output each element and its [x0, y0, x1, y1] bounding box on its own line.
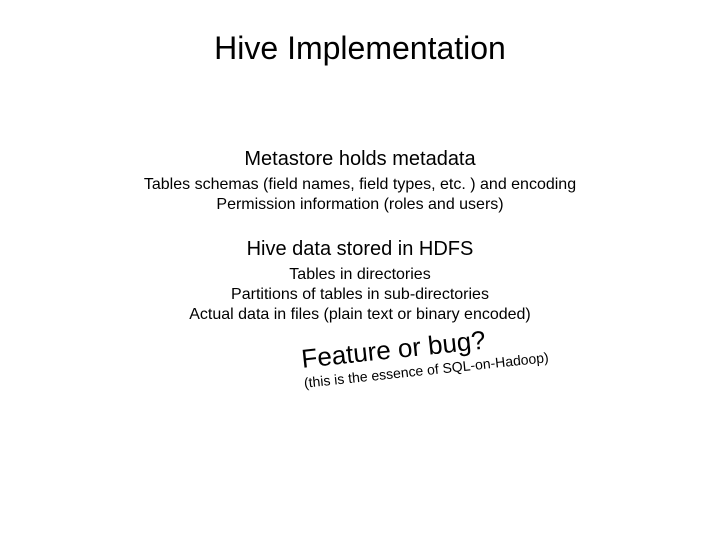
- section2-line2: Partitions of tables in sub-directories: [0, 286, 720, 304]
- slide: Hive Implementation Metastore holds meta…: [0, 0, 720, 540]
- section2-heading: Hive data stored in HDFS: [0, 238, 720, 261]
- section1-heading: Metastore holds metadata: [0, 148, 720, 171]
- section1-line2: Permission information (roles and users): [0, 196, 720, 214]
- slide-title: Hive Implementation: [0, 30, 720, 67]
- section1-line1: Tables schemas (field names, field types…: [0, 176, 720, 194]
- section2-line1: Tables in directories: [0, 266, 720, 284]
